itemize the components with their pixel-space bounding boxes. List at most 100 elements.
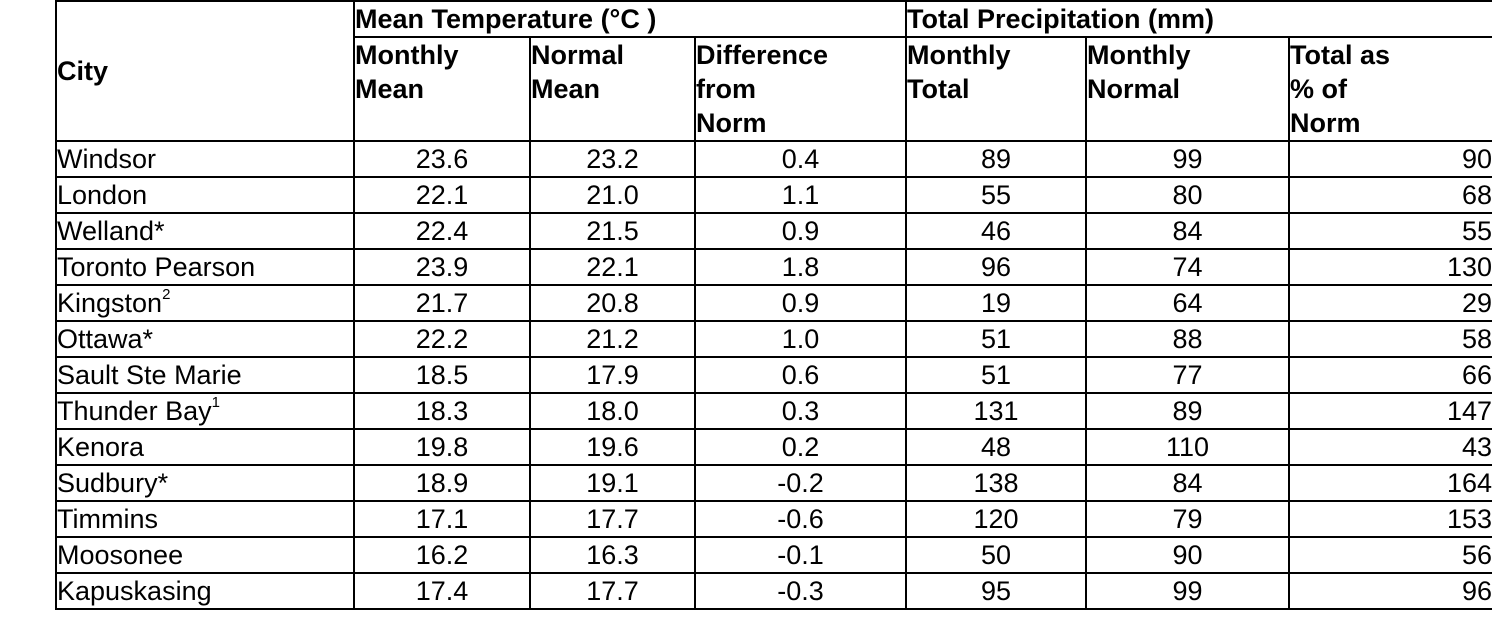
footnote-marker: 2: [162, 286, 171, 303]
city-cell: Ottawa*: [55, 320, 355, 358]
monthly-mean-cell: 16.2: [353, 536, 531, 574]
monthly-normal-cell: 99: [1085, 572, 1291, 610]
monthly-normal-cell: 79: [1085, 500, 1291, 538]
monthly-mean-cell: 18.5: [353, 356, 531, 394]
table-row: London 22.1 21.0 1.1 55 80 68: [55, 176, 1492, 214]
difference-cell: -0.6: [693, 500, 908, 538]
header-line: Monthly: [355, 40, 459, 70]
monthly-mean-cell: 21.7: [353, 284, 531, 322]
monthly-normal-cell: 84: [1085, 464, 1291, 502]
pct-of-norm-cell: 55: [1288, 212, 1492, 250]
header-line: Total as: [1290, 40, 1391, 70]
monthly-total-header: Monthly Total: [905, 36, 1088, 142]
normal-mean-cell: 22.1: [529, 248, 696, 286]
header-line: Norm: [1290, 108, 1361, 138]
header-row-columns: Monthly Mean Normal Mean Difference from…: [56, 36, 1492, 142]
pct-of-norm-cell: 43: [1288, 428, 1492, 466]
difference-cell: 1.0: [693, 320, 908, 358]
normal-mean-cell: 23.2: [529, 140, 696, 178]
pct-of-norm-cell: 147: [1288, 392, 1492, 430]
normal-mean-header: Normal Mean: [529, 36, 696, 142]
city-cell: Kapuskasing: [55, 572, 355, 610]
city-cell: Kingston2: [55, 284, 355, 322]
normal-mean-cell: 21.5: [529, 212, 696, 250]
mean-temperature-header: Mean Temperature (°C ): [352, 0, 908, 38]
monthly-normal-cell: 88: [1085, 320, 1291, 358]
city-name: Sault Ste Marie: [57, 360, 242, 390]
monthly-mean-header: Monthly Mean: [353, 36, 531, 142]
city-cell: Timmins: [55, 500, 355, 538]
table-row: Windsor 23.6 23.2 0.4 89 99 90: [55, 140, 1492, 178]
city-name: Moosonee: [57, 540, 184, 570]
difference-cell: 0.2: [693, 428, 908, 466]
city-name: Kenora: [57, 432, 145, 462]
pct-of-norm-cell: 56: [1288, 536, 1492, 574]
difference-cell: -0.2: [693, 464, 908, 502]
city-cell: Kenora: [55, 428, 355, 466]
header-line: % of: [1290, 74, 1348, 104]
city-name: Thunder Bay: [57, 396, 212, 426]
table-row: Thunder Bay1 18.3 18.0 0.3 131 89 147: [55, 392, 1492, 430]
normal-mean-cell: 21.0: [529, 176, 696, 214]
city-cell: Welland*: [55, 212, 355, 250]
monthly-total-cell: 50: [905, 536, 1088, 574]
city-name: Ottawa*: [57, 324, 154, 354]
table-row: Moosonee 16.2 16.3 -0.1 50 90 56: [55, 536, 1492, 574]
city-name: London: [57, 180, 148, 210]
city-name: Welland*: [57, 216, 165, 246]
table-row: Welland* 22.4 21.5 0.9 46 84 55: [55, 212, 1492, 250]
city-cell: Sault Ste Marie: [55, 356, 355, 394]
monthly-total-cell: 89: [905, 140, 1088, 178]
difference-cell: -0.3: [693, 572, 908, 610]
header-row-groups: City Mean Temperature (°C ) Total Precip…: [55, 0, 1492, 142]
monthly-mean-cell: 18.9: [353, 464, 531, 502]
monthly-normal-header: Monthly Normal: [1085, 36, 1291, 142]
table-row: Kingston2 21.7 20.8 0.9 19 64 29: [55, 284, 1492, 322]
monthly-mean-cell: 18.3: [353, 392, 531, 430]
normal-mean-cell: 18.0: [529, 392, 696, 430]
difference-cell: 1.1: [693, 176, 908, 214]
monthly-total-cell: 120: [905, 500, 1088, 538]
normal-mean-cell: 17.7: [529, 500, 696, 538]
monthly-total-cell: 95: [905, 572, 1088, 610]
monthly-total-cell: 19: [905, 284, 1088, 322]
header-line: Monthly: [1087, 40, 1191, 70]
header-line: Mean: [531, 74, 601, 104]
monthly-mean-cell: 19.8: [353, 428, 531, 466]
pct-of-norm-cell: 164: [1288, 464, 1492, 502]
header-line: Normal: [1087, 74, 1181, 104]
total-precipitation-header: Total Precipitation (mm): [905, 0, 1492, 38]
city-header: City: [55, 0, 355, 142]
header-line: Total: [907, 74, 970, 104]
monthly-total-cell: 96: [905, 248, 1088, 286]
city-name: Toronto Pearson: [57, 252, 256, 282]
monthly-normal-cell: 99: [1085, 140, 1291, 178]
city-cell: Moosonee: [55, 536, 355, 574]
difference-cell: 0.9: [693, 284, 908, 322]
pct-of-norm-cell: 68: [1288, 176, 1492, 214]
difference-cell: 0.3: [693, 392, 908, 430]
difference-cell: 0.9: [693, 212, 908, 250]
monthly-total-cell: 51: [905, 320, 1088, 358]
normal-mean-cell: 16.3: [529, 536, 696, 574]
header-line: from: [696, 74, 756, 104]
difference-cell: 1.8: [693, 248, 908, 286]
normal-mean-cell: 21.2: [529, 320, 696, 358]
table-row: Ottawa* 22.2 21.2 1.0 51 88 58: [55, 320, 1492, 358]
footnote-marker: 1: [211, 394, 220, 411]
city-name: Sudbury*: [57, 468, 169, 498]
monthly-total-cell: 138: [905, 464, 1088, 502]
header-line: Mean: [355, 74, 425, 104]
monthly-mean-cell: 22.1: [353, 176, 531, 214]
monthly-mean-cell: 23.6: [353, 140, 531, 178]
pct-of-norm-cell: 90: [1288, 140, 1492, 178]
table-row: Timmins 17.1 17.7 -0.6 120 79 153: [55, 500, 1492, 538]
monthly-normal-cell: 89: [1085, 392, 1291, 430]
monthly-total-cell: 48: [905, 428, 1088, 466]
normal-mean-cell: 17.7: [529, 572, 696, 610]
pct-of-norm-cell: 96: [1288, 572, 1492, 610]
table-row: Sault Ste Marie 18.5 17.9 0.6 51 77 66: [55, 356, 1492, 394]
city-name: Kapuskasing: [57, 576, 212, 606]
city-name: Kingston: [57, 288, 163, 318]
monthly-normal-cell: 110: [1085, 428, 1291, 466]
